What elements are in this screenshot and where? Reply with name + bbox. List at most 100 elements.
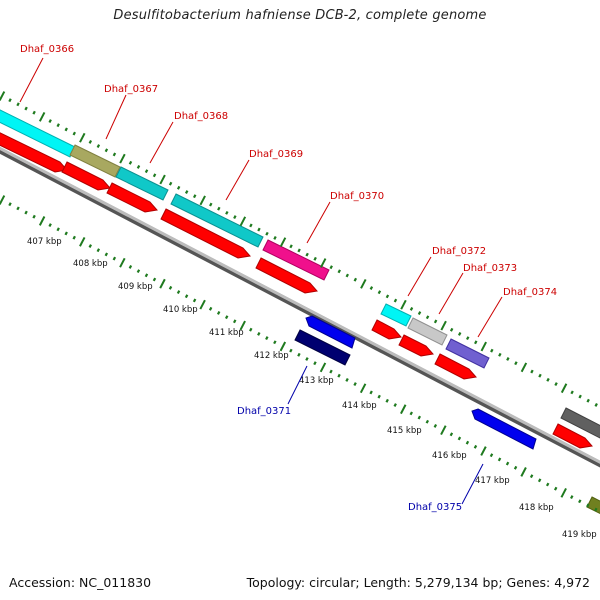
minor-tick [417,311,422,315]
minor-tick [529,474,534,479]
minor-tick [377,290,382,295]
forward-gene-labels: Dhaf_0366 Dhaf_0367 Dhaf_0368 Dhaf_0369 … [19,44,557,338]
minor-tick [498,352,502,357]
major-tick [560,487,567,498]
cds-arrow-dhaf-0370[interactable] [255,257,318,294]
minor-tick [345,377,349,382]
minor-tick [257,227,261,232]
cds-arrow-dhaf-0369[interactable] [160,208,251,259]
minor-tick [8,98,12,103]
cds-arrow-dhaf-0371[interactable] [305,315,356,349]
minor-tick [112,256,117,261]
reverse-cds-track [294,315,537,450]
minor-tick [345,273,349,278]
scale-label: 409 kbp [118,282,153,292]
gene-box-dhaf-0368[interactable] [115,166,169,201]
minor-tick [497,457,502,462]
gene-label-dhaf-0366[interactable]: Dhaf_0366 [20,44,74,55]
major-tick [319,258,327,268]
gene-box-dhaf-0374[interactable] [445,338,490,369]
cds-arrow-dhaf-0374[interactable] [434,353,477,380]
major-tick [79,236,86,247]
gene-box-dhaf-0367[interactable] [69,144,121,178]
gene-label-dhaf-0373[interactable]: Dhaf_0373 [463,263,517,274]
minor-tick [289,348,293,353]
minor-tick [530,369,534,374]
minor-tick [586,398,590,403]
gene-box-dhaf-0372[interactable] [380,303,412,327]
major-tick [319,362,327,373]
gene-label-dhaf-0368[interactable]: Dhaf_0368 [174,111,228,122]
gene-label-dhaf-0375[interactable]: Dhaf_0375 [408,502,462,513]
minor-tick [393,298,398,303]
major-tick [359,383,367,394]
minor-tick [184,190,189,194]
minor-tick [72,235,76,240]
minor-tick [273,236,277,240]
minor-tick [112,152,117,157]
gene-box-dhaf-0369[interactable] [170,193,264,248]
cds-arrow-right-1[interactable] [552,423,593,449]
major-tick [199,299,206,310]
inner-tick-track [0,195,598,512]
cog-box-dhaf-0371[interactable] [294,329,351,366]
gene-box-dhaf-0373[interactable] [407,317,448,346]
gene-box-right-1[interactable] [560,407,600,439]
minor-tick [192,194,197,199]
minor-tick [506,357,510,361]
minor-tick [449,432,454,437]
minor-tick [505,461,510,466]
cds-arrow-dhaf-0375[interactable] [471,408,537,450]
minor-tick [209,202,213,207]
gene-label-dhaf-0369[interactable]: Dhaf_0369 [249,149,303,160]
cds-arrow-dhaf-0366[interactable] [0,128,68,173]
minor-tick [393,403,397,407]
cds-arrow-dhaf-0373[interactable] [398,334,434,357]
scale-label: 416 kbp [432,451,467,461]
gene-label-dhaf-0370[interactable]: Dhaf_0370 [330,191,384,202]
minor-tick [273,340,277,345]
minor-tick [176,185,181,190]
outer-tick-track [0,91,598,407]
minor-tick [466,336,470,341]
minor-tick [64,231,68,236]
major-tick [119,257,126,268]
minor-tick [514,361,518,366]
minor-tick [136,165,141,169]
scale-label: 410 kbp [163,305,198,315]
minor-tick [168,285,173,290]
major-tick [400,299,407,310]
minor-tick [385,294,390,299]
minor-tick [490,348,494,353]
minor-tick [56,227,60,232]
minor-tick [313,361,317,366]
gene-box-right-2[interactable] [586,496,600,516]
minor-tick [578,499,582,504]
minor-tick [72,131,76,136]
minor-tick [104,148,109,153]
major-tick [480,341,487,352]
cds-arrow-dhaf-0372[interactable] [371,319,402,340]
major-tick [0,195,6,205]
minor-tick [104,252,109,257]
cds-arrow-dhaf-0367[interactable] [61,161,111,191]
minor-tick [24,106,28,111]
minor-tick [24,210,28,215]
minor-tick [513,465,518,470]
minor-tick [265,336,269,340]
scale-label: 415 kbp [387,426,422,436]
gene-label-dhaf-0372[interactable]: Dhaf_0372 [432,246,486,257]
minor-tick [369,390,373,395]
gene-label-dhaf-0371[interactable]: Dhaf_0371 [237,406,291,417]
gene-box-dhaf-0370[interactable] [262,239,330,281]
major-tick [38,111,46,122]
minor-tick [217,206,221,211]
scale-label: 411 kbp [209,328,244,338]
minor-tick [377,394,381,399]
minor-tick [96,144,101,149]
minor-tick [570,495,574,499]
gene-box-dhaf-0366[interactable] [0,105,76,158]
gene-label-dhaf-0367[interactable]: Dhaf_0367 [104,84,158,95]
cds-arrow-dhaf-0368[interactable] [106,182,158,213]
gene-label-dhaf-0374[interactable]: Dhaf_0374 [503,287,557,298]
